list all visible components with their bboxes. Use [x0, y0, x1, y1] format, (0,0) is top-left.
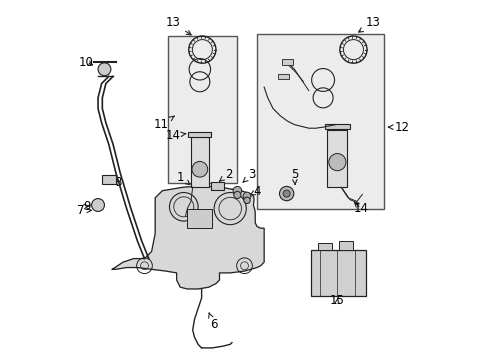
- Bar: [102, 175, 116, 184]
- Text: 7: 7: [77, 204, 91, 217]
- Bar: [317, 243, 331, 249]
- Polygon shape: [112, 186, 264, 289]
- Bar: [167, 36, 237, 183]
- Bar: [190, 137, 208, 187]
- Circle shape: [328, 154, 345, 171]
- Bar: [326, 130, 346, 187]
- Circle shape: [233, 186, 241, 195]
- Bar: [187, 208, 212, 228]
- Circle shape: [283, 190, 290, 197]
- Text: 13: 13: [358, 16, 380, 32]
- Text: 14: 14: [165, 129, 186, 142]
- Text: 3: 3: [243, 168, 255, 182]
- Text: 12: 12: [387, 121, 408, 134]
- Circle shape: [244, 197, 250, 203]
- Bar: [324, 124, 349, 129]
- Text: 10: 10: [79, 55, 94, 69]
- Text: 13: 13: [165, 16, 191, 35]
- Circle shape: [279, 186, 293, 201]
- Text: 4: 4: [250, 185, 260, 198]
- Bar: [339, 241, 353, 249]
- Bar: [188, 132, 211, 137]
- Circle shape: [91, 199, 104, 211]
- Bar: [282, 59, 292, 65]
- Text: 11: 11: [154, 116, 174, 131]
- Bar: [278, 73, 288, 79]
- Bar: [257, 33, 383, 208]
- Text: 15: 15: [329, 294, 344, 307]
- Text: 14: 14: [353, 202, 367, 215]
- Text: 9: 9: [82, 199, 90, 212]
- Text: 6: 6: [208, 313, 217, 331]
- Circle shape: [192, 161, 207, 177]
- Circle shape: [98, 63, 111, 76]
- Text: 2: 2: [219, 168, 232, 181]
- Circle shape: [233, 192, 241, 199]
- Bar: [310, 249, 365, 296]
- Text: 8: 8: [114, 176, 121, 189]
- Circle shape: [243, 192, 250, 200]
- Text: 5: 5: [290, 168, 298, 185]
- Text: 1: 1: [176, 171, 189, 185]
- Bar: [210, 182, 224, 190]
